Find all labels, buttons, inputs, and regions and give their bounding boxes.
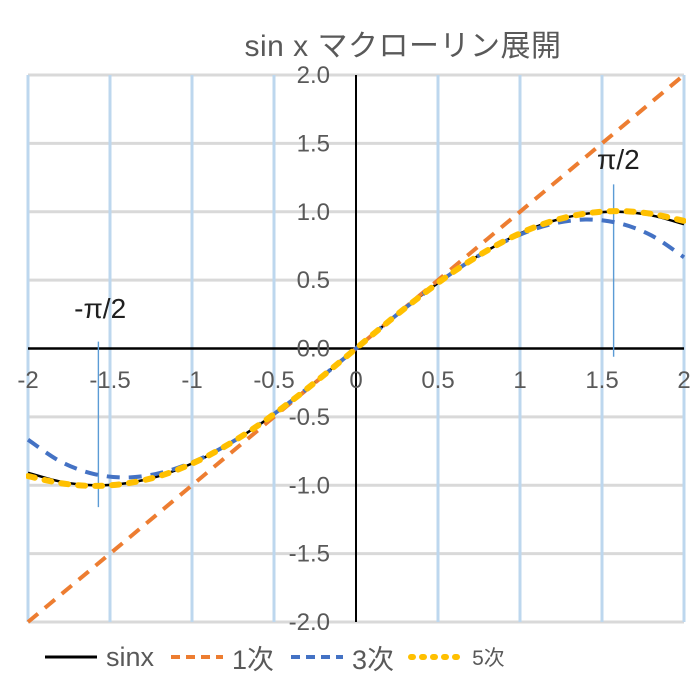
y-tick-label: 0.5: [297, 267, 330, 294]
y-tick-label: 1.5: [297, 130, 330, 157]
x-tick-label: -1.5: [89, 367, 130, 394]
legend-item-order1: 1次: [168, 638, 274, 677]
x-tick-label: -2: [17, 367, 38, 394]
legend-label-sinx: sinx: [106, 641, 155, 672]
y-tick-label: 2.0: [297, 62, 330, 89]
x-tick-label: 2: [677, 367, 690, 394]
x-tick-label: 1.5: [585, 367, 618, 394]
x-tick-label: 0.5: [421, 367, 454, 394]
y-tick-label: -0.5: [289, 404, 330, 431]
legend-item-order5: 5次: [408, 642, 505, 672]
legend-label-order5: 5次: [472, 647, 505, 670]
legend-swatch-sinx: [45, 655, 97, 659]
legend-swatch-order5: [408, 654, 467, 660]
y-tick-label: -1.0: [289, 472, 330, 499]
y-tick-label: 1.0: [297, 199, 330, 226]
legend-label-order3: 3次: [352, 644, 395, 675]
legend-item-order3: 3次: [288, 638, 394, 677]
annotation-label-neg-half-pi: -π/2: [74, 292, 127, 324]
x-tick-label: -1: [181, 367, 202, 394]
y-tick-label: 0.0: [297, 336, 330, 363]
x-tick-label: -0.5: [253, 367, 294, 394]
y-tick-label: -1.5: [289, 541, 330, 568]
y-tick-label: -2.0: [289, 609, 330, 636]
series-line-3次: [26, 217, 686, 480]
annotation-label-pos-half-pi: π/2: [597, 143, 640, 175]
legend-label-order1: 1次: [232, 644, 275, 675]
x-tick-label: 0: [349, 367, 362, 394]
series-line-5次: [26, 208, 686, 489]
x-tick-label: 1: [513, 367, 526, 394]
chart-title: sin x マクローリン展開: [244, 30, 562, 63]
legend-item-sinx: sinx: [42, 642, 154, 673]
legend-swatch-order3: [291, 655, 344, 659]
legend-swatch-order1: [171, 655, 224, 659]
chart-legend: sinx 1次 3次 5次: [42, 636, 519, 678]
